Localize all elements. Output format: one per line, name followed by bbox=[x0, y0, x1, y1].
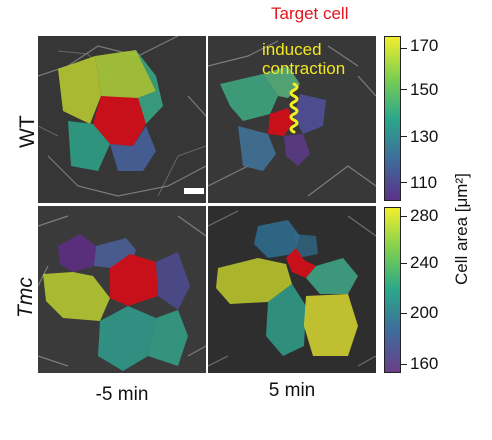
annotation-line1: induced bbox=[262, 40, 322, 59]
colorbar-title: Cell area [μm²] bbox=[452, 173, 471, 285]
image-panel-wt-plus5 bbox=[208, 36, 376, 203]
row-label-wt: WT bbox=[16, 115, 39, 148]
column-label-plus5: 5 min bbox=[268, 380, 316, 401]
column-label-minus5: -5 min bbox=[95, 384, 149, 405]
tick-mark bbox=[401, 216, 407, 217]
colorbar-bottom bbox=[384, 207, 401, 373]
tick-mark bbox=[401, 48, 407, 49]
tick-mark bbox=[401, 182, 407, 183]
colorbar-top bbox=[384, 36, 401, 201]
image-panel-tmc-plus5 bbox=[208, 206, 376, 373]
tick-mark bbox=[401, 364, 407, 365]
target-cell-label: Target cell bbox=[271, 4, 349, 23]
tick-mark bbox=[401, 313, 407, 314]
tick-mark bbox=[401, 89, 407, 90]
tick-mark bbox=[401, 263, 407, 264]
colorbar-bottom-tick-label: 160 bbox=[410, 354, 439, 373]
colorbar-bottom-tick-label: 280 bbox=[410, 206, 439, 225]
annotation-line2: contraction bbox=[262, 59, 346, 78]
colorbar-top-tick-label: 110 bbox=[410, 173, 438, 192]
colorbar-top-tick-label: 170 bbox=[410, 36, 439, 55]
colorbar-top-tick-label: 130 bbox=[410, 127, 439, 146]
image-panel-wt-minus5 bbox=[38, 36, 206, 203]
annotation-induced: induced contraction bbox=[262, 40, 345, 78]
colorbar-bottom-tick-label: 240 bbox=[410, 253, 439, 272]
colorbar-top-tick-label: 150 bbox=[410, 80, 439, 99]
image-panel-tmc-minus5 bbox=[38, 206, 206, 373]
panel-divider-horizontal bbox=[38, 203, 376, 206]
colorbar-bottom-tick-label: 200 bbox=[410, 303, 439, 322]
row-label-tmc: Tmc bbox=[14, 277, 37, 318]
tick-mark bbox=[401, 136, 407, 137]
